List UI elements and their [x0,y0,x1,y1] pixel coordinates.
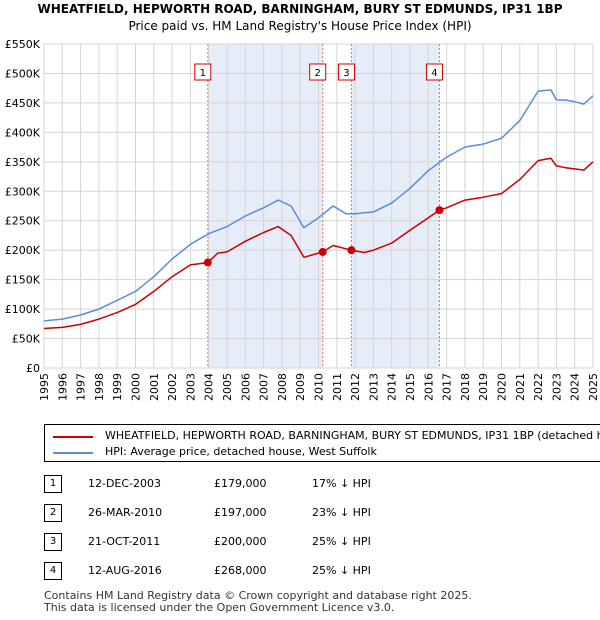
sale-hpi-diff: 17% ↓ HPI [312,477,371,490]
x-tick-label: 2016 [422,373,435,401]
sale-date: 21-OCT-2011 [88,535,161,548]
sale-label-box [309,63,327,81]
x-tick-label: 2002 [166,373,179,401]
sale-number: 1 [44,475,62,493]
x-tick-label: 2009 [294,373,307,401]
sale-date: 26-MAR-2010 [88,506,163,519]
sale-number: 2 [44,504,62,522]
x-tick-label: 1999 [111,373,124,401]
chart-title: WHEATFIELD, HEPWORTH ROAD, BARNINGHAM, B… [37,2,563,16]
sale-label: 1 [200,68,206,79]
legend: WHEATFIELD, HEPWORTH ROAD, BARNINGHAM, B… [44,424,600,462]
x-tick-label: 2011 [331,373,344,401]
sale-label-box [425,63,443,81]
x-tick-label: 1998 [93,373,106,401]
x-tick-label: 2019 [477,373,490,401]
x-tick-label: 2007 [258,373,271,401]
sale-label-box [337,63,355,81]
x-tick-label: 2012 [349,373,362,401]
x-tick-label: 2014 [386,373,399,401]
x-tick-label: 2023 [550,373,563,401]
sale-label-box [194,63,212,81]
property-series-line [43,157,594,330]
x-tick-label: 2003 [184,373,197,401]
x-tick-label: 2017 [441,373,454,401]
y-tick-label: £550K [5,38,41,51]
x-tick-label: 2020 [496,373,509,401]
y-axis-ticks: £0 £50K £100K £150K £200K £250K £300K £350K £400… [5,38,41,375]
y-tick-label: £150K [5,274,41,287]
x-tick-label: 2005 [221,373,234,401]
sale-markers [203,206,444,267]
sale-price: £200,000 [214,535,267,548]
sale-hpi-diff: 25% ↓ HPI [312,535,371,548]
shaded-period [351,44,440,368]
x-tick-label: 2008 [276,373,289,401]
legend-swatch-property [53,436,93,438]
y-tick-label: £500K [5,67,41,80]
chart-subtitle: Price paid vs. HM Land Registry's House … [128,19,472,33]
legend-label-hpi: HPI: Average price, detached house, West… [105,445,377,458]
x-tick-label: 2025 [587,373,600,401]
legend-label-property: WHEATFIELD, HEPWORTH ROAD, BARNINGHAM, B… [105,429,600,442]
grid-lines [43,43,594,369]
footer-licence: This data is licensed under the Open Gov… [44,601,395,614]
x-tick-label: 2015 [404,373,417,401]
sale-marker [435,206,444,215]
y-tick-label: £50K [12,333,41,346]
sale-number: 4 [44,562,62,580]
hpi-series-line [43,89,594,322]
y-tick-label: £450K [5,97,41,110]
sale-price: £268,000 [214,564,267,577]
y-tick-label: £300K [5,185,41,198]
footer-copyright: Contains HM Land Registry data © Crown c… [44,589,472,602]
series-lines [43,89,594,330]
sale-marker [318,247,327,256]
sale-date: 12-DEC-2003 [88,477,162,490]
x-tick-label: 2018 [459,373,472,401]
x-tick-label: 2010 [313,373,326,401]
y-tick-label: £250K [5,215,41,228]
sale-label: 3 [343,68,349,79]
x-tick-label: 2021 [514,373,527,401]
x-axis-ticks: 1995 1996 1997 1998 1999 2000 2001 2002 2003 2004… [38,373,600,401]
legend-swatch-hpi [53,452,93,454]
y-tick-label: £350K [5,156,41,169]
sale-label: 4 [431,68,437,79]
sale-vertical-lines [207,44,440,368]
x-tick-label: 1996 [56,373,69,401]
sale-price: £179,000 [214,477,267,490]
sale-hpi-diff: 23% ↓ HPI [312,506,371,519]
y-tick-label: £400K [5,126,41,139]
x-tick-label: 1997 [75,373,88,401]
x-tick-label: 2006 [239,373,252,401]
y-tick-label: £100K [5,303,41,316]
sale-labels: 1 2 3 4 [194,63,443,81]
sale-number: 3 [44,533,62,551]
y-tick-label: £200K [5,244,41,257]
x-tick-label: 2001 [148,373,161,401]
sale-marker [347,246,356,255]
x-tick-label: 2013 [367,373,380,401]
shaded-period [207,44,323,368]
y-tick-label: £0 [26,362,40,375]
sale-label: 2 [315,68,321,79]
footer: Contains HM Land Registry data © Crown c… [44,590,472,614]
price-chart: 1 2 3 4 £0 £50K £100K £150K £200K £250K £300K £350… [5,38,600,401]
x-tick-label: 2000 [130,373,143,401]
sale-hpi-diff: 25% ↓ HPI [312,564,371,577]
x-tick-label: 1995 [38,373,51,401]
sale-price: £197,000 [214,506,267,519]
x-tick-label: 2004 [203,373,216,401]
x-tick-label: 2022 [532,373,545,401]
sale-date: 12-AUG-2016 [88,564,162,577]
shaded-periods [207,44,440,368]
sale-marker [203,258,212,267]
x-tick-label: 2024 [569,373,582,401]
